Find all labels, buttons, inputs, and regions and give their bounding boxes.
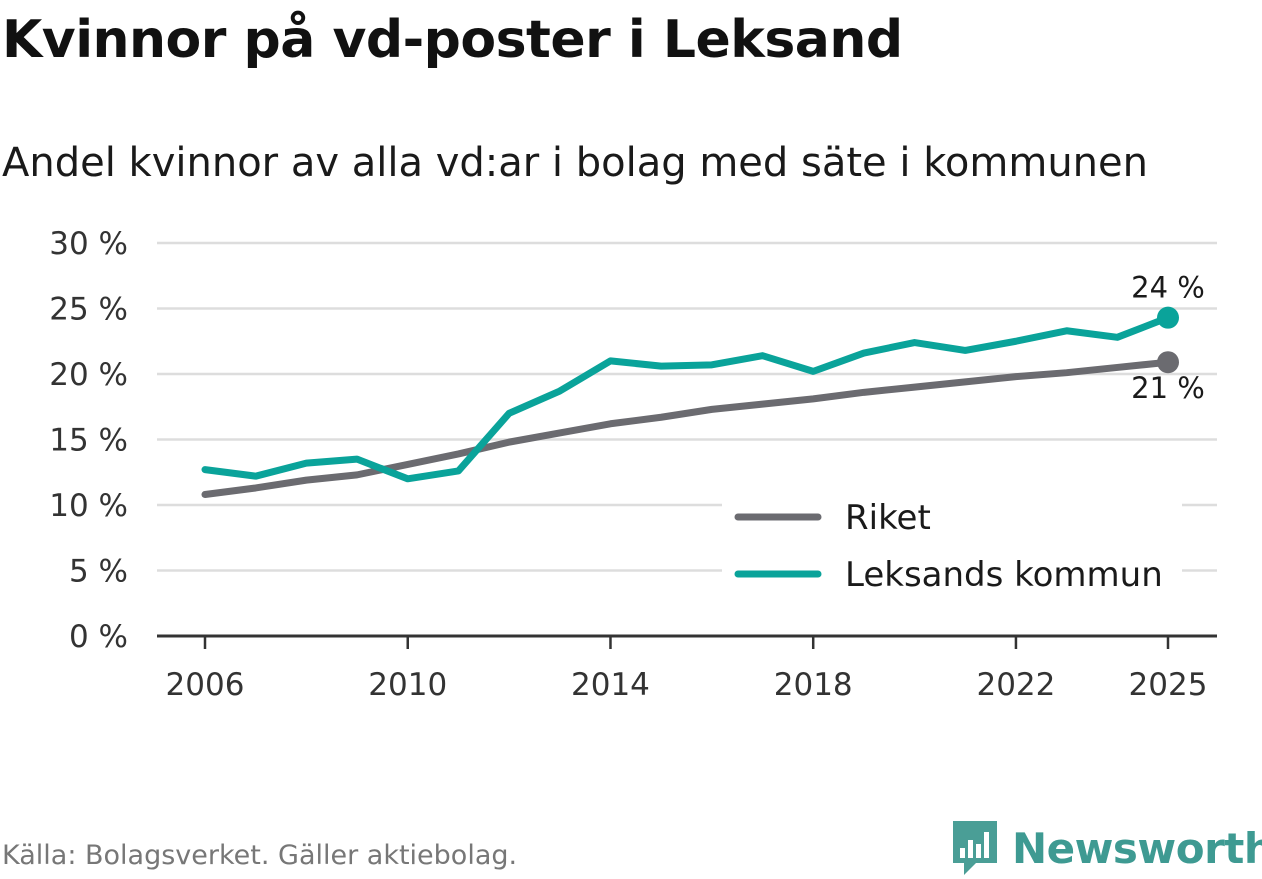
x-tick-label: 2022 xyxy=(976,667,1055,703)
x-tick-label: 2018 xyxy=(774,667,853,703)
bar-chart-logo-icon xyxy=(953,821,997,875)
brand-logo: Newsworthy xyxy=(950,818,1262,878)
x-tick-label: 2010 xyxy=(368,667,447,703)
x-tick-label: 2025 xyxy=(1129,667,1208,703)
series-end-point xyxy=(1157,351,1179,374)
y-tick-label: 25 % xyxy=(49,292,128,328)
y-tick-label: 20 % xyxy=(49,357,128,393)
legend-label: Riket xyxy=(845,498,931,538)
brand-name: Newsworthy xyxy=(1012,823,1262,873)
x-tick-label: 2014 xyxy=(571,667,650,703)
series-end-label: 24 % xyxy=(1131,271,1205,305)
source-note: Källa: Bolagsverket. Gäller aktiebolag. xyxy=(2,840,518,871)
series-end-point xyxy=(1157,306,1179,329)
y-tick-label: 15 % xyxy=(49,423,128,459)
y-tick-label: 5 % xyxy=(69,554,128,590)
chart-title: Kvinnor på vd-poster i Leksand xyxy=(2,10,903,70)
y-tick-label: 30 % xyxy=(49,226,128,262)
x-tick-label: 2006 xyxy=(166,667,245,703)
series-line-riket xyxy=(201,358,1172,499)
chart-subtitle: Andel kvinnor av alla vd:ar i bolag med … xyxy=(2,140,1148,186)
legend-box xyxy=(722,492,1182,602)
y-tick-label: 0 % xyxy=(69,619,128,655)
series-end-label: 21 % xyxy=(1131,371,1205,405)
series-line-leksand xyxy=(201,314,1172,483)
y-tick-label: 10 % xyxy=(49,488,128,524)
legend-label: Leksands kommun xyxy=(845,555,1163,595)
